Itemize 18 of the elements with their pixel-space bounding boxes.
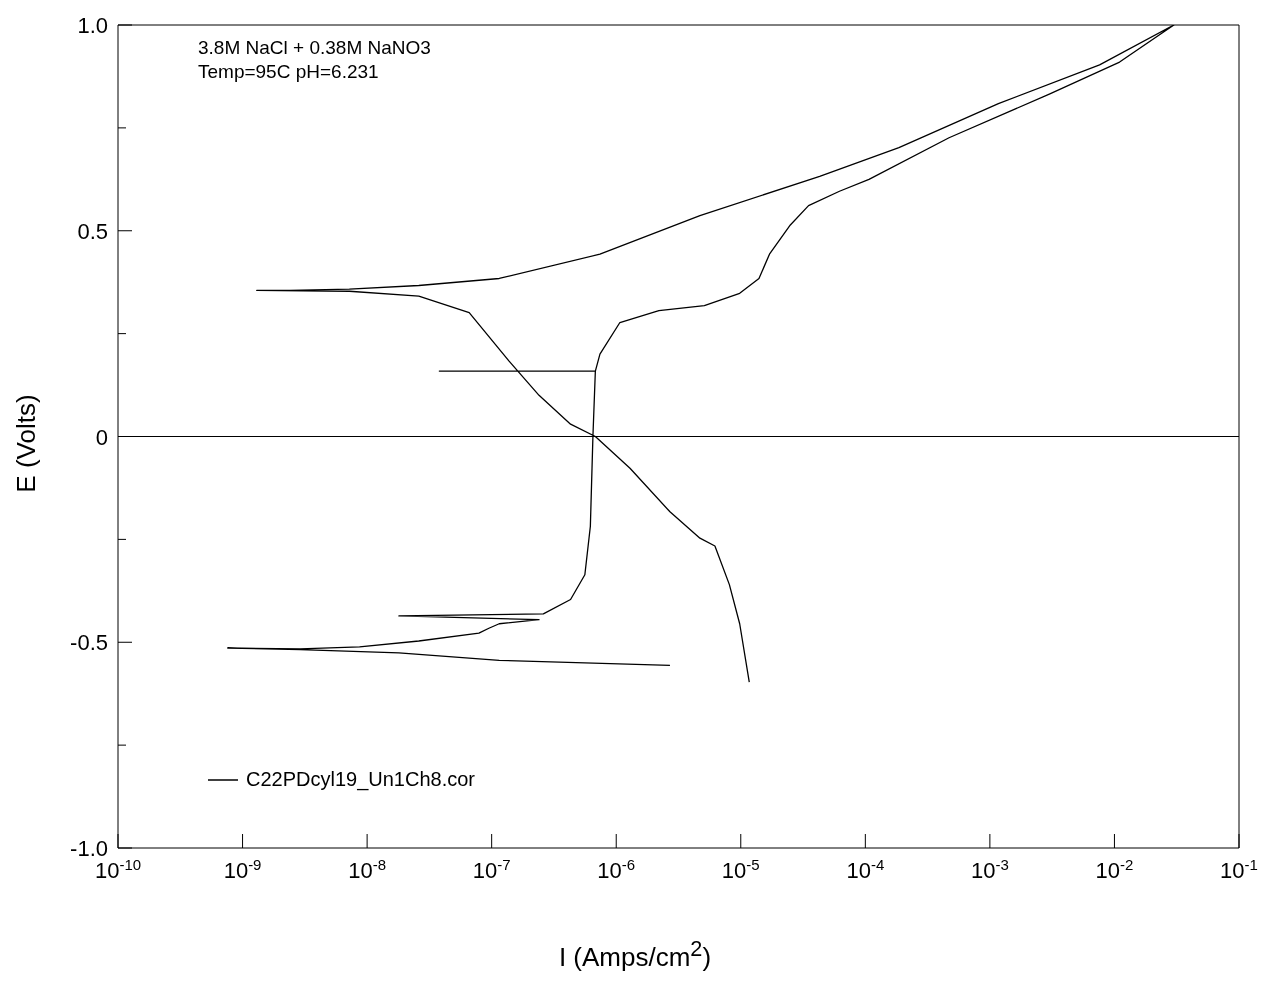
x-tick-label: 10$^{-2}$	[1095, 855, 1134, 883]
x-tick-label: 10$^{-9}$	[223, 855, 262, 883]
y-tick-label: 0.5	[77, 218, 108, 244]
x-tick-label: 10$^{-3}$	[970, 855, 1009, 883]
y-tick-label: 0	[95, 424, 108, 450]
y-tick-label: 1.0	[77, 13, 108, 38]
x-axis-title: I (Amps/cm$^{2}$)	[557, 936, 713, 973]
x-tick-label: 10$^{-8}$	[348, 855, 387, 883]
x-tick-label: 10$^{-1}$	[1220, 855, 1258, 883]
x-tick-label: 10$^{-5}$	[721, 855, 760, 883]
x-tick-label: 10$^{-4}$	[846, 855, 885, 883]
x-tick-label: 10$^{-7}$	[472, 855, 511, 883]
x-tick-label: 10$^{-6}$	[597, 855, 636, 883]
y-axis-title: E (Volts)	[10, 393, 42, 495]
annotation: 3.8M NaCl + 0.38M NaNO3	[198, 36, 431, 60]
legend-label: C22PDcyl19_Un1Ch8.cor	[246, 768, 476, 791]
annotation: Temp=95C pH=6.231	[198, 60, 380, 84]
y-tick-label: -0.5	[70, 630, 108, 656]
